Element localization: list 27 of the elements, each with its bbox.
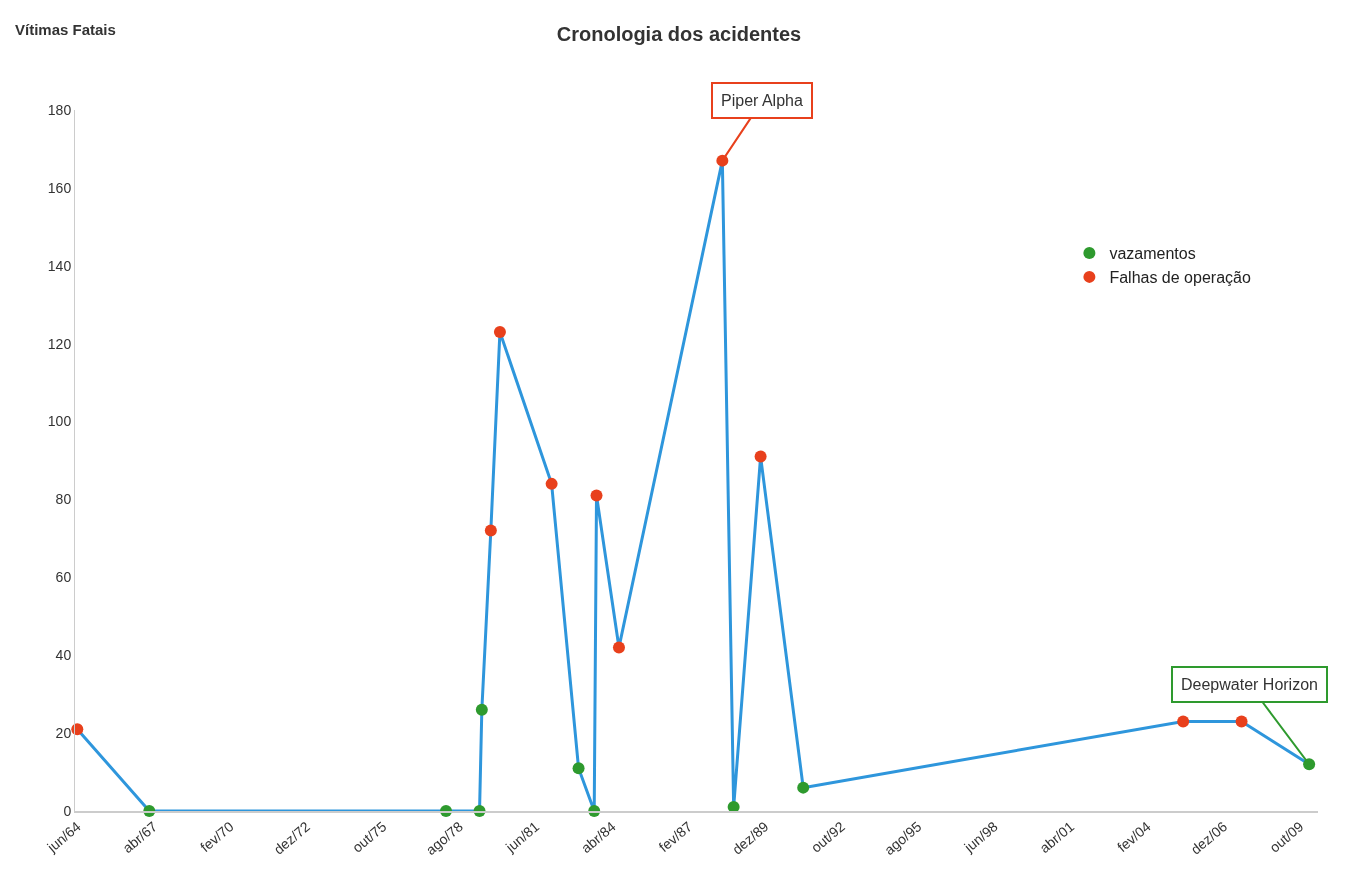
point bbox=[797, 781, 810, 794]
point bbox=[590, 489, 603, 502]
y-tick-label: 180 bbox=[47, 101, 72, 118]
point bbox=[545, 477, 558, 490]
y-tick-label: 20 bbox=[55, 725, 72, 742]
point bbox=[572, 762, 585, 775]
y-tick-label: 120 bbox=[47, 335, 72, 352]
y-axis-title: Vítimas Fatais bbox=[15, 21, 116, 38]
y-tick-label: 40 bbox=[55, 647, 72, 664]
point bbox=[493, 325, 506, 338]
y-tick-label: 80 bbox=[55, 491, 72, 508]
y-tick-label: 140 bbox=[47, 257, 72, 274]
chart-title: Cronologia dos acidentes bbox=[556, 22, 802, 45]
y-tick-label: 60 bbox=[55, 569, 72, 586]
legend-label: vazamentos bbox=[1109, 245, 1196, 263]
annotation: Piper Alpha bbox=[721, 92, 803, 109]
point bbox=[484, 524, 497, 537]
y-tick-label: 100 bbox=[47, 413, 72, 430]
y-tick-label: 0 bbox=[63, 802, 72, 819]
point bbox=[754, 450, 767, 463]
annotation: Deepwater Horizon bbox=[1181, 676, 1318, 693]
point bbox=[475, 703, 488, 716]
legend-label: Falhas de operação bbox=[1109, 269, 1251, 287]
point bbox=[612, 641, 625, 654]
y-tick-label: 160 bbox=[47, 179, 72, 196]
point bbox=[1177, 715, 1190, 728]
point bbox=[1235, 715, 1248, 728]
